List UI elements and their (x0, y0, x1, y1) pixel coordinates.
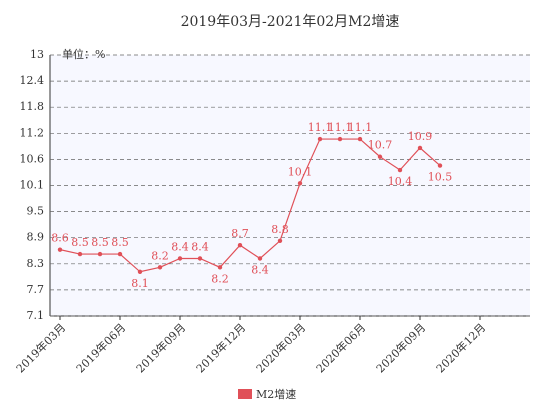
point (297, 181, 303, 186)
data-label: 11.1 (308, 121, 333, 134)
point (377, 154, 383, 159)
y-tick-label: 7.7 (27, 283, 45, 296)
x-tick-label: 2020年09月 (373, 320, 428, 375)
y-tick-label: 10.1 (20, 179, 45, 192)
y-tick-label: 8.9 (27, 231, 45, 244)
data-label: 8.5 (91, 236, 109, 249)
point (257, 256, 263, 261)
data-label: 10.9 (408, 130, 433, 143)
data-label: 8.5 (111, 236, 129, 249)
legend-label: M2增速 (256, 387, 296, 401)
data-label: 8.4 (251, 263, 269, 276)
y-axis-label: 单位：% (62, 47, 105, 61)
x-tick-label: 2019年06月 (73, 320, 128, 375)
x-tick-label: 2019年09月 (133, 320, 188, 375)
data-label: 8.1 (131, 277, 149, 290)
point (337, 136, 343, 142)
y-tick-label: 11.8 (20, 100, 45, 113)
point (277, 238, 283, 243)
data-label: 10.1 (288, 165, 313, 178)
point (197, 256, 203, 261)
point (77, 251, 83, 257)
y-tick-label: 8.3 (27, 257, 45, 270)
point (97, 251, 103, 257)
point (177, 256, 183, 261)
point (117, 251, 123, 257)
point (217, 265, 223, 270)
point (57, 247, 63, 252)
x-tick-label: 2020年06月 (313, 320, 368, 375)
data-label: 8.7 (231, 227, 249, 240)
data-label: 11.1 (348, 121, 373, 134)
point (397, 167, 403, 173)
data-label: 8.4 (171, 240, 189, 253)
data-label: 10.5 (428, 171, 453, 184)
x-tick-label: 2019年03月 (13, 320, 68, 375)
y-tick-label: 13 (30, 48, 44, 61)
point (237, 243, 243, 248)
y-tick-label: 10.6 (20, 152, 45, 165)
data-label: 8.4 (191, 240, 209, 253)
data-label: 8.6 (51, 232, 69, 245)
point (357, 136, 363, 142)
y-tick-label: 7.1 (27, 309, 45, 322)
data-label: 8.2 (151, 249, 169, 262)
point (137, 269, 143, 274)
data-label: 8.8 (271, 223, 289, 236)
point (317, 136, 323, 142)
data-label: 8.5 (71, 236, 89, 249)
y-tick-label: 11.2 (20, 126, 45, 139)
x-tick-label: 2020年12月 (433, 320, 488, 375)
point (157, 265, 163, 270)
data-label: 11.1 (328, 121, 353, 134)
y-tick-label: 12.4 (20, 74, 45, 87)
data-label: 10.4 (388, 175, 413, 188)
point (437, 163, 443, 168)
point (417, 145, 423, 151)
chart-title: 2019年03月-2021年02月M2增速 (181, 14, 400, 30)
data-label: 10.7 (368, 139, 393, 152)
series-line (59, 138, 441, 273)
data-label: 8.2 (211, 272, 229, 285)
y-tick-label: 9.5 (27, 205, 45, 218)
x-tick-label: 2020年03月 (253, 320, 308, 375)
x-tick-label: 2019年12月 (193, 320, 248, 375)
legend-swatch (238, 389, 252, 399)
